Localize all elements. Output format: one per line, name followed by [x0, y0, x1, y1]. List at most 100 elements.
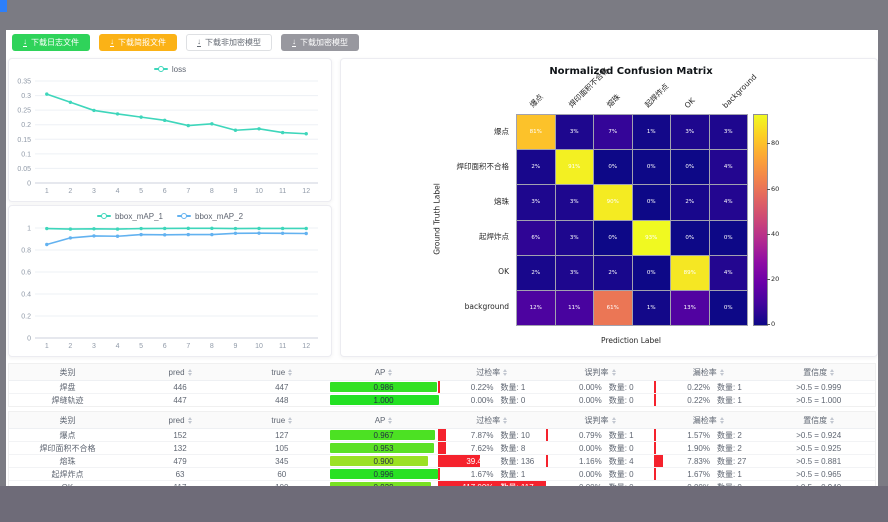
- sort-icon[interactable]: [719, 416, 724, 424]
- cell-class: 焊盘: [59, 382, 76, 392]
- cell-overdetect-rate: 39.42% 数量: 136: [437, 455, 546, 467]
- svg-text:7: 7: [186, 188, 190, 195]
- cell-misjudge-rate: 0.00%数量: 0: [579, 443, 634, 453]
- column-header[interactable]: 漏检率: [654, 364, 762, 380]
- sort-icon[interactable]: [830, 416, 835, 424]
- bottom-strip: [0, 486, 888, 522]
- matrix-cell: 0%: [709, 290, 747, 325]
- column-header: 类别: [59, 415, 76, 425]
- sort-icon[interactable]: [288, 368, 293, 376]
- svg-text:2: 2: [68, 343, 72, 350]
- matrix-cell: 1%: [632, 115, 670, 150]
- matrix-row-label: 焊印面积不合格: [456, 162, 510, 171]
- legend-item-bbox_mAP_1[interactable]: bbox_mAP_1: [96, 212, 163, 221]
- matrix-cell: 0%: [709, 220, 747, 255]
- line-chart-svg: 00.050.10.150.20.250.30.351 2 3 4 5 6 7 8 9 10 11 1…: [17, 79, 318, 195]
- sort-icon[interactable]: [503, 368, 508, 376]
- confusion-matrix-title: Normalized Confusion Matrix: [549, 66, 713, 77]
- svg-text:0: 0: [27, 181, 31, 188]
- matrix-cell: 13%: [671, 290, 709, 325]
- column-header[interactable]: 过检率: [438, 364, 546, 380]
- matrix-cell: 0%: [632, 185, 670, 220]
- prediction-axis-label: Prediction Label: [601, 336, 661, 345]
- svg-text:0.3: 0.3: [21, 93, 31, 100]
- cell-confidence: >0.5 = 0.881: [796, 456, 842, 466]
- weld-summary-table: 类别 pred true AP 过检率 误判率 漏检率 置信度 焊盘 446 447 0.986 0.2…: [8, 363, 876, 407]
- download-icon: ↓: [23, 37, 27, 47]
- matrix-cell: 0%: [594, 220, 632, 255]
- svg-text:0.25: 0.25: [17, 108, 31, 115]
- svg-text:4: 4: [116, 343, 120, 350]
- matrix-cell: 3%: [555, 220, 593, 255]
- column-header[interactable]: true: [234, 412, 329, 428]
- legend-item-bbox_mAP_2[interactable]: bbox_mAP_2: [177, 212, 243, 221]
- svg-text:0.15: 0.15: [17, 137, 31, 144]
- svg-text:8: 8: [210, 188, 214, 195]
- sort-icon[interactable]: [830, 368, 835, 376]
- matrix-row-label: background: [464, 302, 509, 311]
- matrix-cell: 2%: [594, 255, 632, 290]
- table-row: 焊印面积不合格 132 105 0.953 7.62% 数量: 8 0.00% 数量: 0 1.…: [9, 442, 875, 455]
- sort-icon[interactable]: [388, 368, 393, 376]
- cell-class: 起焊炸点: [51, 469, 84, 479]
- sort-icon[interactable]: [503, 416, 508, 424]
- cell-ap: 0.967: [329, 429, 437, 441]
- column-header[interactable]: 置信度: [762, 412, 875, 428]
- legend-item-loss[interactable]: loss: [153, 65, 186, 74]
- sort-icon[interactable]: [719, 368, 724, 376]
- confusion-matrix-grid: 81% 3% 7% 1% 3% 3% 2% 91% 0% 0% 0% 4% 3% 3% 90% 0% 2% 4% 6…: [516, 114, 748, 326]
- sort-icon[interactable]: [611, 416, 616, 424]
- corner-accent: [0, 0, 7, 12]
- column-header[interactable]: pred: [126, 412, 234, 428]
- matrix-cell: 3%: [517, 185, 555, 220]
- svg-text:0.35: 0.35: [17, 79, 31, 86]
- sort-icon[interactable]: [388, 416, 393, 424]
- download-encrypted-model-button[interactable]: ↓ 下载加密模型: [281, 34, 359, 51]
- column-header[interactable]: pred: [126, 364, 234, 380]
- sort-icon[interactable]: [187, 416, 192, 424]
- column-header[interactable]: 过检率: [438, 412, 546, 428]
- download-unencrypted-model-button[interactable]: ↓ 下载非加密模型: [186, 34, 272, 51]
- cell-miss-rate: 1.57% 数量: 2: [654, 429, 762, 441]
- svg-text:1: 1: [27, 226, 31, 233]
- matrix-cell: 91%: [555, 150, 593, 185]
- column-header[interactable]: AP: [329, 412, 437, 428]
- column-header[interactable]: true: [234, 364, 329, 380]
- matrix-cell: 3%: [555, 115, 593, 150]
- matrix-row-labels: 爆点 焊印面积不合格 熔珠 起焊炸点 OK background: [445, 114, 513, 324]
- column-header[interactable]: AP: [329, 364, 437, 380]
- matrix-column-labels: 爆点 焊印面积不合格 熔珠 起焊炸点 OK background: [516, 59, 758, 113]
- matrix-row-label: 爆点: [494, 127, 509, 136]
- svg-text:4: 4: [116, 188, 120, 195]
- column-header[interactable]: 漏检率: [654, 412, 762, 428]
- sort-icon[interactable]: [611, 368, 616, 376]
- cell-ap: 0.996: [329, 468, 439, 480]
- matrix-cell: 90%: [594, 185, 632, 220]
- column-header[interactable]: 置信度: [762, 364, 875, 380]
- column-header[interactable]: 误判率: [546, 364, 654, 380]
- ground-truth-axis-label: Ground Truth Label: [432, 183, 442, 255]
- download-log-button[interactable]: ↓ 下载日志文件: [12, 34, 90, 51]
- cell-misjudge-rate: 0.00%数量: 0: [579, 469, 634, 479]
- svg-text:0.2: 0.2: [21, 122, 31, 129]
- matrix-cell: 0%: [671, 150, 709, 185]
- svg-text:0: 0: [27, 336, 31, 343]
- confusion-matrix-card: Normalized Confusion Matrix 爆点 焊印面积不合格 熔珠起…: [340, 58, 878, 357]
- cell-overdetect-rate: 0.00% 数量: 0: [470, 395, 526, 405]
- matrix-cell: 7%: [594, 115, 632, 150]
- download-report-button[interactable]: ↓ 下载简报文件: [99, 34, 177, 51]
- cell-misjudge-rate: 0.79% 数量: 1: [545, 429, 654, 441]
- cell-misjudge-rate: 1.16% 数量: 4: [545, 455, 654, 467]
- sort-icon[interactable]: [288, 416, 293, 424]
- svg-text:8: 8: [210, 343, 214, 350]
- matrix-cell: 81%: [517, 115, 555, 150]
- sort-icon[interactable]: [187, 368, 192, 376]
- download-icon: ↓: [110, 37, 114, 47]
- svg-text:0.1: 0.1: [21, 151, 31, 158]
- legend-line-icon: [177, 212, 191, 219]
- matrix-cell: 2%: [671, 185, 709, 220]
- colorbar-tick: 40: [766, 229, 780, 238]
- cell-overdetect-rate: 7.62% 数量: 8: [437, 442, 546, 454]
- matrix-cell: 4%: [709, 185, 747, 220]
- column-header[interactable]: 误判率: [546, 412, 654, 428]
